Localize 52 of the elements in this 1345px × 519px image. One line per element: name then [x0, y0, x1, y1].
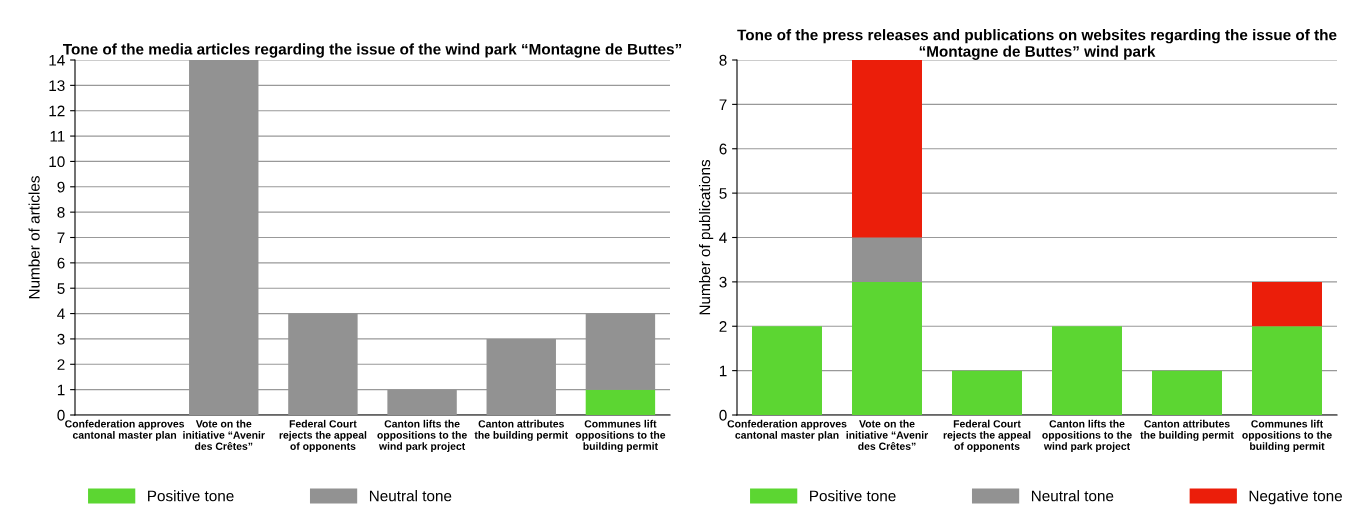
x-tick-label: Canton attributes the building permit [474, 419, 568, 441]
y-tick-label: 6 [57, 257, 65, 269]
bar [752, 326, 822, 415]
legend-label: Positive tone [148, 490, 234, 502]
bar [852, 60, 922, 238]
x-tick-label: Vote on the initiative “Avenir des Crêtes” [183, 419, 265, 450]
y-tick-label: 7 [719, 99, 727, 110]
y-tick-label: 14 [49, 55, 65, 66]
y-tick-label: 0 [719, 409, 727, 421]
y-tick-label: 1 [719, 365, 727, 377]
y-tick-label: 7 [57, 232, 65, 244]
bar [852, 281, 922, 415]
y-tick-label: 8 [57, 207, 65, 218]
bar [1052, 326, 1122, 415]
y-tick-label: 4 [719, 232, 727, 244]
y-tick-label: 1 [57, 384, 65, 396]
y-tick-label: 3 [57, 333, 65, 345]
legend-label: Neutral tone [1031, 490, 1114, 502]
y-tick-label: 2 [719, 321, 727, 332]
y-tick-label: 5 [719, 188, 727, 199]
x-tick-label: Confederation approves cantonal master plan [727, 419, 847, 441]
legend-label: Neutral tone [369, 490, 452, 502]
x-tick-label: Federal Court rejects the appeal of opponents [943, 419, 1031, 453]
bar [1252, 326, 1322, 415]
chart-title: Tone of the press releases and publications on websites regarding the issue of the “Montagne de Buttes” wind park [737, 29, 1337, 60]
y-tick-label: 11 [50, 131, 65, 142]
bar [1252, 281, 1322, 327]
legend-label: Positive tone [810, 490, 896, 502]
y-tick-label: 9 [57, 181, 65, 193]
bar [585, 389, 656, 415]
y-tick-label: 12 [49, 105, 65, 117]
y-tick-label: 0 [57, 409, 65, 421]
x-tick-label: Canton attributes the building permit [1140, 419, 1234, 441]
x-tick-label: Federal Court rejects the appeal of opponents [279, 419, 367, 453]
y-axis-title: Number of publications [698, 159, 714, 315]
y-axis-title: Number of articles [28, 176, 40, 299]
y-tick-label: 4 [57, 308, 65, 320]
y-tick-label: 6 [719, 143, 727, 155]
x-tick-label: Vote on the initiative “Avenir des Crêtes” [846, 419, 929, 450]
y-tick-label: 3 [719, 276, 727, 288]
x-tick-label: Canton lifts the oppositions to the wind park project [377, 419, 467, 453]
x-tick-label: Communes lift oppositions to the building permit [575, 419, 666, 453]
y-tick-label: 2 [57, 359, 65, 370]
y-tick-label: 13 [49, 80, 65, 92]
bar [952, 370, 1022, 415]
bar [1152, 370, 1222, 415]
x-tick-label: Communes lift oppositions to the building permit [1242, 419, 1332, 453]
y-tick-label: 10 [49, 156, 65, 168]
y-tick-label: 5 [57, 283, 65, 294]
y-tick-label: 8 [719, 54, 727, 66]
legend-label: Negative tone [1249, 490, 1342, 505]
x-tick-label: Canton lifts the oppositions to the wind park project [1042, 419, 1132, 453]
